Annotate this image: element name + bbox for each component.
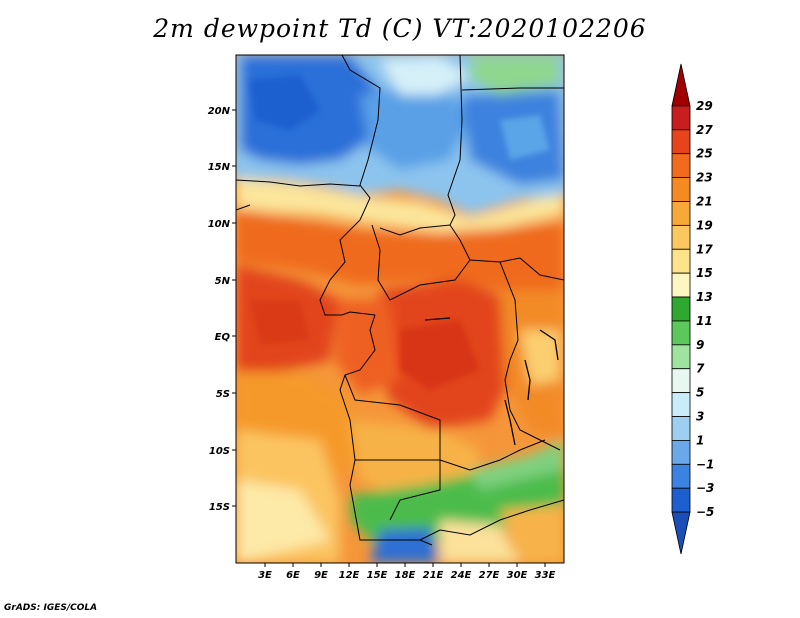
colorbar-label: 15: [696, 266, 713, 280]
lon-tick-label: 24E: [451, 570, 472, 581]
colorbar-label: 27: [696, 123, 713, 137]
lat-tick-label: 15S: [209, 502, 230, 513]
lakes: [424, 317, 559, 446]
lon-tick-label: 18E: [395, 570, 416, 581]
colorbar: [671, 63, 691, 555]
colorbar-swatch: [671, 272, 691, 298]
lat-tick-label: 5S: [216, 389, 230, 400]
colorbar-label: −5: [696, 505, 714, 519]
lon-tick-label: 30E: [507, 570, 528, 581]
map-frame: [235, 54, 565, 564]
lat-tick-label: 15N: [208, 162, 231, 173]
colorbar-swatch: [671, 224, 691, 250]
lon-tick-label: 9E: [314, 570, 328, 581]
colorbar-swatch: [671, 105, 691, 131]
grads-credit: GrADS: IGES/COLA: [4, 603, 98, 613]
lat-axis: 20N 15N 10N 5N EQ 5S 10S 15S: [208, 106, 231, 513]
lat-tick-label: EQ: [215, 332, 231, 343]
colorbar-swatch: [671, 344, 691, 370]
lon-tick-label: 27E: [479, 570, 500, 581]
colorbar-swatch: [671, 368, 691, 394]
colorbar-label: 13: [696, 290, 713, 304]
country-borders: [236, 55, 564, 546]
lat-ticks: [232, 109, 236, 507]
lon-tick-label: 3E: [258, 570, 272, 581]
colorbar-swatch: [671, 153, 691, 178]
colorbar-label: 11: [696, 314, 713, 328]
lat-tick-label: 10N: [208, 219, 231, 230]
colorbar-label: −3: [696, 481, 714, 495]
colorbar-swatch: [671, 296, 691, 322]
colorbar-swatch: [671, 511, 691, 555]
colorbar-swatch: [671, 201, 691, 226]
chart-title: 2m dewpoint Td (C) VT:2020102206: [153, 14, 647, 43]
colorbar-swatch: [671, 487, 691, 513]
lon-ticks: [264, 563, 546, 567]
colorbar-swatch: [671, 392, 691, 417]
colorbar-label: 7: [696, 362, 705, 376]
lat-tick-label: 20N: [208, 106, 231, 117]
colorbar-label: 17: [696, 242, 713, 256]
colorbar-label: 9: [696, 338, 704, 352]
colorbar-swatch: [671, 63, 691, 107]
colorbar-swatch: [671, 416, 691, 441]
lat-tick-label: 10S: [209, 446, 230, 457]
colorbar-label: 29: [696, 99, 713, 113]
dewpoint-field: [236, 55, 564, 563]
colorbar-swatch: [671, 440, 691, 465]
colorbar-swatch: [671, 248, 691, 274]
lat-tick-label: 5N: [215, 276, 231, 287]
lon-tick-label: 33E: [535, 570, 556, 581]
colorbar-swatch: [671, 320, 691, 346]
colorbar-swatch: [671, 177, 691, 202]
colorbar-swatch: [671, 463, 691, 489]
colorbar-label: −1: [696, 457, 714, 471]
lon-tick-label: 12E: [339, 570, 360, 581]
colorbar-swatch: [671, 129, 691, 155]
colorbar-label: 1: [696, 433, 704, 447]
lon-tick-label: 21E: [423, 570, 444, 581]
lon-axis: 3E 6E 9E 12E 15E 18E 21E 24E 27E 30E 33E: [258, 570, 555, 581]
colorbar-label: 19: [696, 218, 713, 232]
lon-tick-label: 6E: [286, 570, 300, 581]
colorbar-label: 5: [696, 386, 704, 400]
colorbar-labels: 29 27 25 23 21 19 17 15 13 11 9 7 5 3 1 −1 −3 −5: [696, 99, 714, 519]
colorbar-label: 21: [696, 195, 713, 209]
lon-tick-label: 15E: [367, 570, 388, 581]
colorbar-label: 25: [696, 147, 713, 161]
colorbar-label: 23: [696, 171, 713, 185]
colorbar-label: 3: [696, 410, 704, 424]
